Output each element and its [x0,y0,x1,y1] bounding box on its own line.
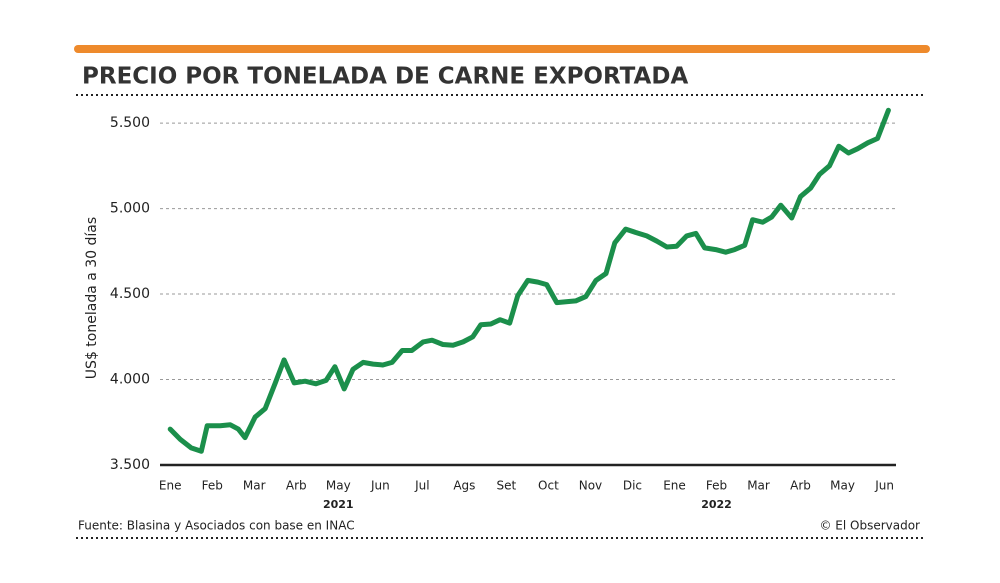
y-tick-label: 5.000 [110,201,150,217]
year-label: 2022 [701,498,732,511]
x-tick-label: Mar [243,479,266,493]
chart-title: PRECIO POR TONELADA DE CARNE EXPORTADA [82,64,688,90]
x-tick-label: Arb [286,479,307,493]
x-tick-label: Feb [202,479,223,493]
x-tick-label: Arb [790,479,811,493]
x-tick-label: Mar [747,479,770,493]
y-axis-label: US$ tonelada a 30 días [84,217,100,379]
price-line [167,107,891,454]
top-bar [74,45,930,53]
x-tick-label: Ene [159,479,182,493]
x-tick-label: May [326,479,351,493]
y-tick-label: 4.000 [110,372,150,388]
x-tick-label: Jul [414,479,429,493]
credit: © El Observador [819,519,920,533]
x-tick-label: Dic [623,479,642,493]
x-tick-label: Jun [370,479,390,493]
y-tick-label: 4.500 [110,286,150,302]
x-tick-label: May [830,479,855,493]
x-tick-label: Feb [706,479,727,493]
source: Fuente: Blasina y Asociados con base en … [78,519,355,533]
x-tick-label: Ags [453,479,475,493]
y-tick-label: 3.500 [110,457,150,473]
x-tick-label: Set [497,479,517,493]
year-label: 2021 [323,498,354,511]
x-tick-label: Ene [663,479,686,493]
y-tick-label: 5.500 [110,115,150,131]
x-tick-label: Nov [579,479,602,493]
x-tick-label: Oct [538,479,559,493]
x-tick-label: Jun [874,479,894,493]
